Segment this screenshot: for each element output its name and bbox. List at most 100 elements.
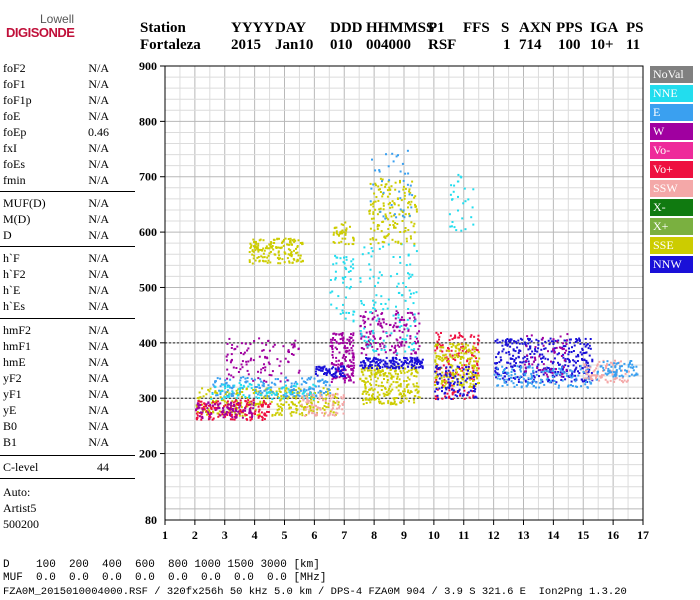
echo-point <box>287 243 290 246</box>
echo-point <box>451 364 454 367</box>
echo-point <box>267 339 270 342</box>
echo-point <box>547 350 549 353</box>
echo-point <box>212 401 214 404</box>
echo-point <box>407 253 410 256</box>
echo-point <box>316 374 319 377</box>
echo-point <box>573 369 576 372</box>
echo-point <box>349 265 352 268</box>
echo-point <box>503 375 506 378</box>
echo-point <box>378 169 381 172</box>
echo-point <box>268 243 271 246</box>
echo-point <box>534 350 537 352</box>
echo-point <box>436 346 439 349</box>
echo-point <box>387 401 390 404</box>
echo-point <box>544 367 547 370</box>
echo-point <box>450 349 453 352</box>
echo-point <box>409 356 412 359</box>
echo-point <box>476 360 478 363</box>
echo-point <box>558 352 560 355</box>
echo-point <box>260 393 263 396</box>
echo-point <box>292 396 295 399</box>
echo-point <box>542 363 545 366</box>
echo-point <box>259 402 261 405</box>
echo-point <box>449 382 452 385</box>
echo-point <box>271 390 274 393</box>
echo-point <box>273 253 276 256</box>
echo-point <box>229 361 232 364</box>
echo-point <box>550 350 553 353</box>
y-tick-label: 800 <box>139 114 157 128</box>
echo-point <box>297 254 300 257</box>
echo-point <box>504 371 507 374</box>
echo-point <box>444 372 447 375</box>
echo-point <box>344 233 347 236</box>
echo-point <box>402 367 405 370</box>
echo-point <box>460 383 463 386</box>
echo-point <box>293 240 296 243</box>
echo-point <box>407 308 410 310</box>
echo-point <box>293 258 296 261</box>
echo-point <box>244 413 247 416</box>
echo-point <box>258 413 261 416</box>
echo-point <box>471 390 474 393</box>
echo-point <box>340 232 343 235</box>
echo-point <box>267 361 270 364</box>
echo-point <box>394 226 397 229</box>
param-name: foF1p <box>3 93 32 107</box>
echo-point <box>568 361 571 364</box>
echo-point <box>409 325 412 328</box>
echo-point <box>418 396 421 399</box>
echo-point <box>369 363 371 366</box>
echo-point <box>634 373 637 376</box>
echo-point <box>364 362 367 365</box>
echo-point <box>394 356 397 359</box>
echo-point <box>370 343 372 346</box>
echo-point <box>543 383 546 386</box>
echo-point <box>593 369 596 372</box>
echo-point <box>400 199 403 202</box>
echo-point <box>459 383 461 386</box>
echo-point <box>322 366 325 369</box>
echo-point <box>270 246 273 249</box>
echo-point <box>586 361 589 364</box>
echo-point <box>413 395 416 398</box>
echo-point <box>338 376 341 379</box>
echo-point <box>334 276 337 279</box>
echo-point <box>394 369 397 372</box>
echo-point <box>519 376 521 379</box>
echo-point <box>407 391 409 394</box>
echo-point <box>248 382 251 385</box>
echo-point <box>232 366 235 369</box>
echo-point <box>223 411 226 414</box>
echo-point <box>576 360 579 362</box>
echo-point <box>296 383 299 386</box>
echo-point <box>537 343 540 346</box>
echo-point <box>410 369 413 372</box>
echo-point <box>375 371 378 374</box>
echo-point <box>203 408 206 411</box>
echo-point <box>403 390 406 393</box>
echo-point <box>497 375 500 377</box>
echo-point <box>219 377 222 380</box>
echo-point <box>381 366 384 369</box>
echo-point <box>304 408 307 410</box>
echo-point <box>344 359 347 362</box>
echo-point <box>525 345 528 348</box>
echo-point <box>348 339 351 341</box>
echo-point <box>369 268 372 271</box>
echo-point <box>224 387 227 390</box>
echo-point <box>389 349 392 351</box>
echo-point <box>405 264 408 267</box>
echo-point <box>559 335 562 338</box>
echo-point <box>470 351 473 354</box>
echo-point <box>451 354 454 357</box>
echo-point <box>447 347 450 350</box>
echo-point <box>456 371 458 374</box>
echo-point <box>614 372 617 375</box>
echo-point <box>470 375 473 378</box>
echo-point <box>612 375 615 378</box>
echo-point <box>412 365 415 368</box>
echo-point <box>544 357 547 360</box>
echo-point <box>443 374 446 377</box>
echo-point <box>351 349 354 352</box>
